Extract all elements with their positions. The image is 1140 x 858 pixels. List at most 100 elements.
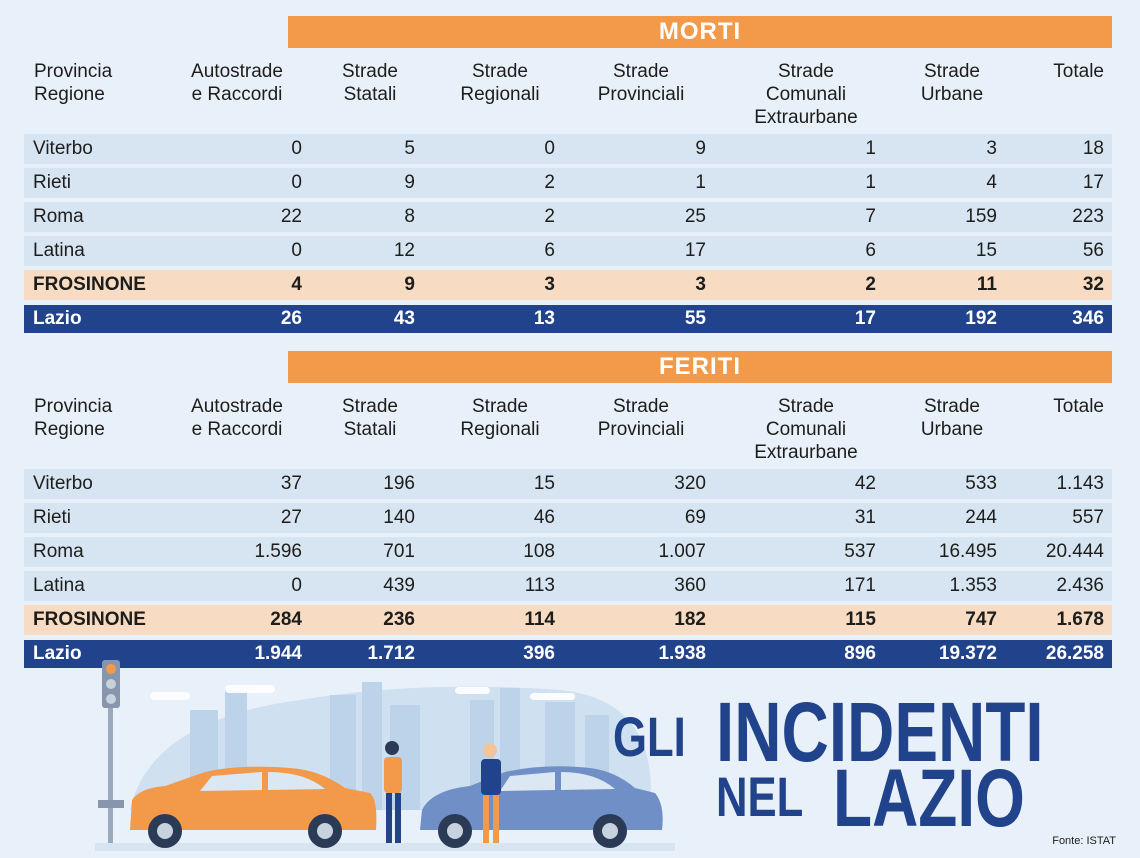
illustration: GLI INCIDENTI NEL LAZIO Fonte: ISTAT	[0, 660, 1140, 853]
table-cell: 113	[524, 575, 555, 596]
highlight-row: FROSINONE 284 236 114 182 115 747 1.678	[24, 605, 1112, 635]
table-cell: 32	[1082, 274, 1104, 295]
table-row: Viterbo 0 5 0 9 1 3 18	[24, 134, 1112, 164]
table-row: Latina 0 439 113 360 171 1.353 2.436	[24, 571, 1112, 601]
feriti-header-4: Strade Provinciali	[597, 396, 685, 440]
table-cell: 1.596	[254, 541, 302, 562]
row-label: Lazio	[33, 643, 82, 664]
total-row: Lazio 1.944 1.712 396 1.938 896 19.372 26.258	[24, 640, 1112, 668]
table-cell: 537	[844, 541, 876, 562]
row-label: FROSINONE	[33, 274, 146, 295]
row-label: Roma	[33, 206, 84, 227]
table-cell: 20.444	[1045, 541, 1104, 562]
morti-header-6: Strade Urbane	[920, 61, 984, 105]
row-label: FROSINONE	[33, 609, 146, 630]
table-cell: 27	[280, 507, 302, 528]
table-cell: 896	[844, 643, 876, 664]
table-cell: 13	[533, 308, 555, 329]
table-cell: 1.353	[949, 575, 997, 596]
table-row: Roma 1.596 701 108 1.007 537 16.495 20.444	[24, 537, 1112, 567]
table-cell: 2	[865, 274, 876, 295]
table-cell: 56	[1082, 240, 1104, 261]
table-cell: 42	[854, 473, 876, 494]
table-cell: 2	[544, 206, 555, 227]
morti-table: MORTI Provincia Regione Autostrade e Racc…	[24, 16, 1112, 334]
headline-incidenti: INCIDENTI	[716, 685, 1044, 779]
table-row: Roma 22 8 2 25 7 159 223	[24, 202, 1112, 232]
table-cell: 0	[291, 172, 302, 193]
table-cell: 18	[1082, 138, 1104, 159]
headline-gli: GLI	[613, 705, 686, 768]
table-cell: 1.007	[658, 541, 706, 562]
morti-header-0: Provincia Regione	[34, 61, 113, 105]
table-cell: 1.678	[1056, 609, 1104, 630]
feriti-header-5: Strade Comunali Extraurbane	[754, 396, 858, 463]
table-cell: 37	[280, 473, 302, 494]
feriti-banner: FERITI	[288, 351, 1112, 383]
table-cell: 346	[1072, 308, 1104, 329]
table-cell: 533	[965, 473, 997, 494]
morti-header-1: Autostrade e Raccordi	[191, 61, 283, 105]
table-cell: 1.938	[658, 643, 706, 664]
table-cell: 1.143	[1056, 473, 1104, 494]
table-cell: 192	[965, 308, 997, 329]
morti-header-2: Strade Statali	[342, 61, 398, 105]
table-cell: 5	[404, 138, 415, 159]
morti-banner: MORTI	[288, 16, 1112, 48]
table-cell: 6	[865, 240, 876, 261]
table-row: Rieti 0 9 2 1 1 4 17	[24, 168, 1112, 198]
table-cell: 9	[695, 138, 706, 159]
total-row: Lazio 26 43 13 55 17 192 346	[24, 305, 1112, 333]
table-cell: 9	[404, 172, 415, 193]
table-cell: 3	[695, 274, 706, 295]
table-cell: 15	[975, 240, 997, 261]
feriti-table: FERITI Provincia Regione Autostrade e Rac…	[24, 351, 1112, 669]
table-cell: 31	[854, 507, 876, 528]
morti-header-5: Strade Comunali Extraurbane	[754, 61, 858, 128]
table-cell: 159	[965, 206, 997, 227]
source-note: Fonte: ISTAT	[1052, 835, 1116, 847]
table-cell: 244	[965, 507, 997, 528]
table-cell: 2	[544, 172, 555, 193]
table-cell: 360	[674, 575, 706, 596]
table-cell: 557	[1072, 507, 1104, 528]
table-cell: 4	[291, 274, 302, 295]
row-label: Viterbo	[33, 138, 93, 159]
row-label: Rieti	[33, 172, 72, 193]
row-label: Latina	[33, 240, 85, 261]
feriti-header-0: Provincia Regione	[34, 396, 113, 440]
table-cell: 1.712	[367, 643, 415, 664]
feriti-header-1: Autostrade e Raccordi	[191, 396, 283, 440]
table-cell: 17	[854, 308, 876, 329]
headline-lazio: LAZIO	[833, 753, 1025, 844]
table-cell: 17	[1082, 172, 1104, 193]
table-cell: 17	[684, 240, 706, 261]
feriti-header-3: Strade Regionali	[460, 396, 540, 440]
table-cell: 25	[684, 206, 706, 227]
table-row: Viterbo 37 196 15 320 42 533 1.143	[24, 469, 1112, 499]
table-cell: 16.495	[938, 541, 997, 562]
table-cell: 69	[684, 507, 706, 528]
feriti-header-row: Provincia Regione Autostrade e Raccordi St…	[24, 395, 1112, 469]
table-cell: 7	[865, 206, 876, 227]
table-cell: 196	[383, 473, 415, 494]
table-cell: 8	[404, 206, 415, 227]
table-cell: 15	[533, 473, 555, 494]
table-cell: 320	[674, 473, 706, 494]
table-cell: 0	[291, 240, 302, 261]
table-cell: 223	[1072, 206, 1104, 227]
table-cell: 284	[270, 609, 302, 630]
table-row: Rieti 27 140 46 69 31 244 557	[24, 503, 1112, 533]
table-cell: 0	[544, 138, 555, 159]
table-cell: 0	[291, 575, 302, 596]
table-cell: 108	[523, 541, 555, 562]
table-cell: 236	[383, 609, 415, 630]
table-cell: 2.436	[1056, 575, 1104, 596]
table-cell: 115	[845, 609, 876, 630]
table-cell: 114	[524, 609, 555, 630]
table-cell: 9	[404, 274, 415, 295]
table-cell: 1	[865, 172, 876, 193]
table-cell: 6	[544, 240, 555, 261]
table-cell: 0	[291, 138, 302, 159]
table-cell: 4	[986, 172, 997, 193]
